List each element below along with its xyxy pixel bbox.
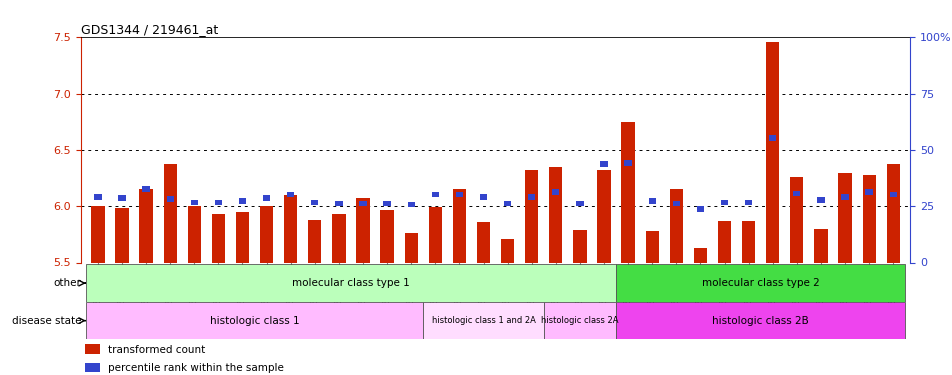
Bar	[527, 194, 535, 200]
Bar	[188, 206, 201, 262]
Bar	[167, 196, 173, 202]
Text: molecular class type 2: molecular class type 2	[701, 278, 819, 288]
Bar	[789, 177, 803, 262]
Bar	[544, 302, 615, 339]
Bar	[672, 201, 680, 206]
Bar	[407, 202, 414, 207]
Bar	[621, 122, 634, 262]
Text: percentile rank within the sample: percentile rank within the sample	[108, 363, 283, 373]
Bar	[452, 189, 466, 262]
Bar	[720, 200, 727, 205]
Bar	[551, 189, 559, 195]
Bar	[817, 197, 823, 203]
Bar	[91, 206, 105, 262]
Text: disease state: disease state	[12, 316, 82, 326]
Bar	[624, 160, 631, 166]
Bar	[263, 195, 270, 201]
Bar	[307, 220, 321, 262]
Bar	[615, 302, 904, 339]
Bar	[335, 201, 342, 206]
Bar	[139, 189, 152, 262]
Text: histologic class 2B: histologic class 2B	[711, 316, 808, 326]
Bar	[235, 212, 248, 262]
Bar	[142, 186, 149, 192]
Bar	[190, 200, 198, 205]
Text: other: other	[53, 278, 82, 288]
Bar	[86, 264, 615, 302]
Bar	[696, 206, 704, 212]
Bar	[431, 192, 439, 197]
Bar	[597, 170, 610, 262]
Bar	[813, 229, 826, 262]
Bar	[576, 201, 583, 206]
Text: transformed count: transformed count	[108, 345, 205, 355]
Text: molecular class type 1: molecular class type 1	[291, 278, 409, 288]
Text: GDS1344 / 219461_at: GDS1344 / 219461_at	[81, 23, 218, 36]
Bar	[428, 207, 442, 262]
Bar	[693, 248, 706, 262]
Bar	[744, 200, 751, 205]
Bar	[501, 239, 514, 262]
Bar	[284, 195, 297, 262]
Bar	[742, 221, 755, 262]
Text: histologic class 1: histologic class 1	[209, 316, 299, 326]
Text: histologic class 1 and 2A: histologic class 1 and 2A	[431, 316, 535, 325]
Bar	[573, 230, 585, 262]
Bar	[548, 167, 562, 262]
Bar	[885, 164, 899, 262]
Bar	[405, 233, 417, 262]
Bar	[332, 214, 346, 262]
Bar	[287, 192, 294, 197]
Bar	[841, 194, 848, 200]
Text: histologic class 2A: histologic class 2A	[541, 316, 618, 325]
Bar	[164, 164, 177, 262]
Bar	[862, 175, 875, 262]
Bar	[480, 194, 486, 200]
Bar	[838, 172, 851, 262]
Bar	[615, 264, 904, 302]
Bar	[86, 302, 423, 339]
Bar	[423, 302, 544, 339]
Bar	[85, 363, 100, 372]
Bar	[94, 194, 102, 200]
Bar	[765, 42, 779, 262]
Bar	[239, 198, 246, 204]
Bar	[669, 189, 683, 262]
Bar	[504, 201, 510, 206]
Bar	[383, 201, 390, 206]
Bar	[85, 344, 100, 354]
Bar	[645, 231, 658, 262]
Bar	[476, 222, 489, 262]
Bar	[380, 210, 393, 262]
Bar	[792, 190, 800, 196]
Bar	[214, 200, 222, 205]
Bar	[888, 192, 896, 197]
Bar	[115, 209, 129, 262]
Bar	[118, 195, 126, 201]
Bar	[717, 221, 730, 262]
Bar	[260, 206, 273, 262]
Bar	[525, 170, 538, 262]
Bar	[864, 189, 872, 195]
Bar	[455, 192, 463, 197]
Bar	[768, 135, 776, 141]
Bar	[359, 201, 367, 206]
Bar	[600, 161, 607, 167]
Bar	[356, 198, 369, 262]
Bar	[648, 198, 655, 204]
Bar	[310, 200, 318, 205]
Bar	[211, 214, 225, 262]
